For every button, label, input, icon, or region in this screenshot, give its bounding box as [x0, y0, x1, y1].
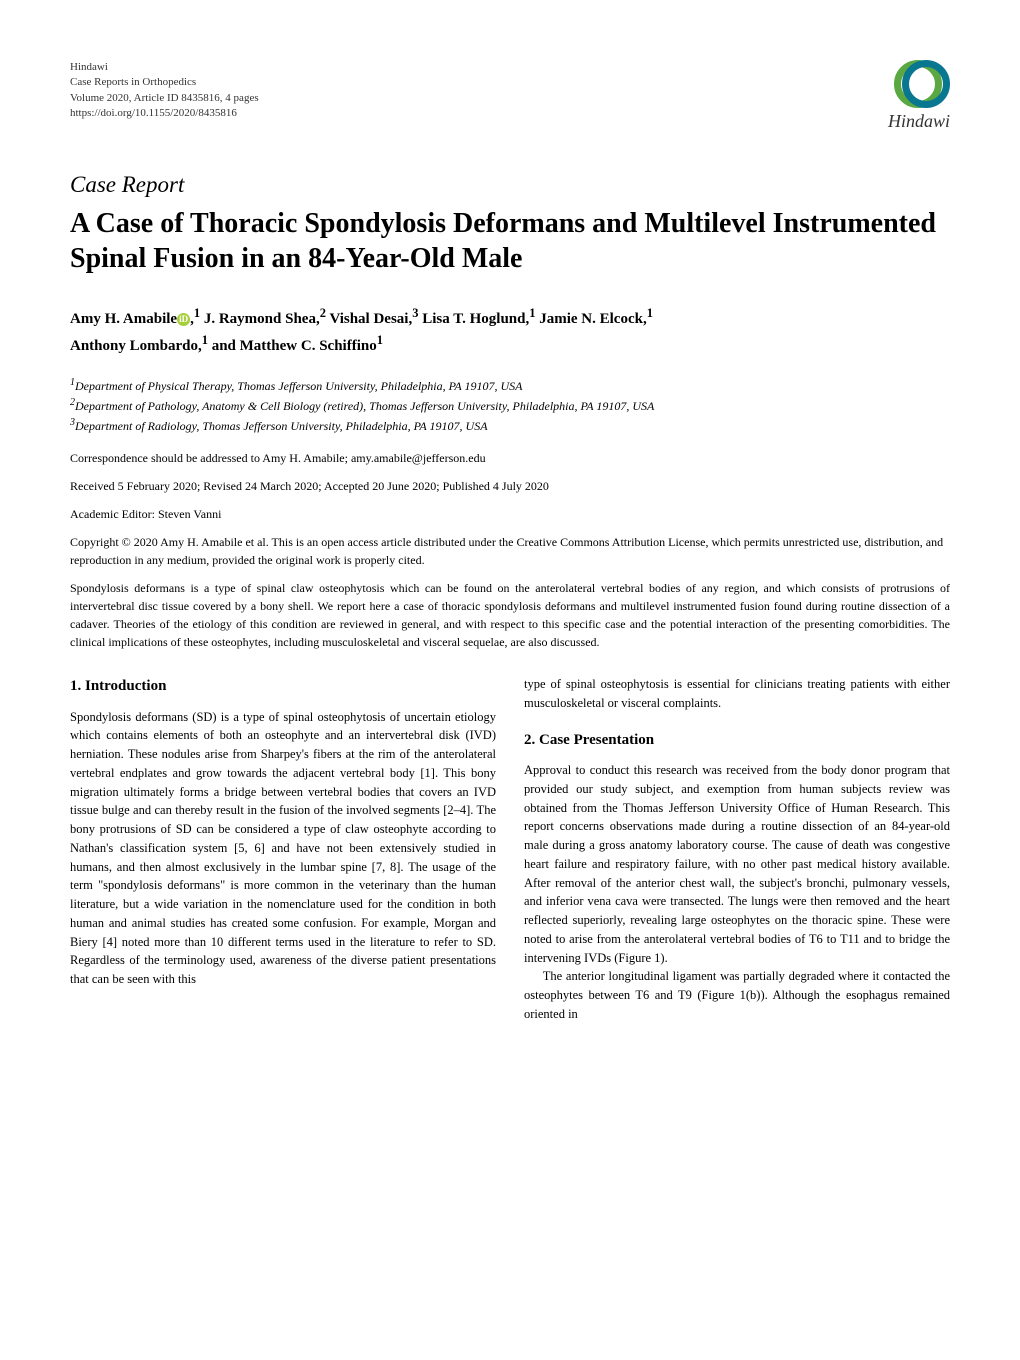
- paragraph: Approval to conduct this research was re…: [524, 761, 950, 967]
- author-sup: 1: [647, 306, 653, 320]
- authors: Amy H. AmabileiD,1 J. Raymond Shea,2 Vis…: [70, 304, 950, 357]
- author-sup: 1: [377, 333, 383, 347]
- author-sup: 3: [412, 306, 418, 320]
- journal-info: Hindawi Case Reports in Orthopedics Volu…: [70, 60, 259, 122]
- journal-name: Case Reports in Orthopedics: [70, 75, 259, 90]
- author-name: Anthony Lombardo,: [70, 338, 202, 354]
- journal-doi: https://doi.org/10.1155/2020/8435816: [70, 106, 259, 121]
- paragraph: type of spinal osteophytosis is essentia…: [524, 675, 950, 713]
- column-right: type of spinal osteophytosis is essentia…: [524, 675, 950, 1024]
- header: Hindawi Case Reports in Orthopedics Volu…: [70, 60, 950, 132]
- journal-volume: Volume 2020, Article ID 8435816, 4 pages: [70, 91, 259, 106]
- author-name: Lisa T. Hoglund,: [422, 311, 529, 327]
- logo-text: Hindawi: [888, 111, 950, 132]
- article-title: A Case of Thoracic Spondylosis Deformans…: [70, 206, 950, 276]
- section-heading: 1. Introduction: [70, 675, 496, 698]
- affiliation: 2Department of Pathology, Anatomy & Cell…: [70, 395, 950, 415]
- article-type: Case Report: [70, 172, 950, 198]
- affiliation: 1Department of Physical Therapy, Thomas …: [70, 375, 950, 395]
- correspondence: Correspondence should be addressed to Am…: [70, 449, 950, 467]
- logo-rings-icon: [894, 60, 950, 100]
- body-columns: 1. Introduction Spondylosis deformans (S…: [70, 675, 950, 1024]
- author-name: Vishal Desai,: [329, 311, 412, 327]
- affiliation-text: Department of Physical Therapy, Thomas J…: [75, 379, 523, 393]
- copyright: Copyright © 2020 Amy H. Amabile et al. T…: [70, 533, 950, 569]
- affiliations: 1Department of Physical Therapy, Thomas …: [70, 375, 950, 435]
- orcid-icon: iD: [177, 313, 190, 326]
- author-sup: 1: [194, 306, 200, 320]
- author-sup: 1: [202, 333, 208, 347]
- affiliation-text: Department of Pathology, Anatomy & Cell …: [75, 399, 654, 413]
- affiliation-text: Department of Radiology, Thomas Jefferso…: [75, 419, 488, 433]
- paragraph: The anterior longitudinal ligament was p…: [524, 967, 950, 1023]
- paragraph: Spondylosis deformans (SD) is a type of …: [70, 708, 496, 989]
- column-left: 1. Introduction Spondylosis deformans (S…: [70, 675, 496, 1024]
- dates: Received 5 February 2020; Revised 24 Mar…: [70, 477, 950, 495]
- publisher-logo: Hindawi: [888, 60, 950, 132]
- section-heading: 2. Case Presentation: [524, 729, 950, 752]
- author-name: Amy H. Amabile: [70, 311, 177, 327]
- abstract: Spondylosis deformans is a type of spina…: [70, 579, 950, 651]
- author-sup: 2: [320, 306, 326, 320]
- author-name: Jamie N. Elcock,: [539, 311, 646, 327]
- publisher: Hindawi: [70, 60, 259, 75]
- page: Hindawi Case Reports in Orthopedics Volu…: [0, 0, 1020, 1064]
- author-sup: 1: [529, 306, 535, 320]
- affiliation: 3Department of Radiology, Thomas Jeffers…: [70, 415, 950, 435]
- editor: Academic Editor: Steven Vanni: [70, 505, 950, 523]
- author-name: and Matthew C. Schiffino: [212, 338, 377, 354]
- author-name: J. Raymond Shea,: [204, 311, 320, 327]
